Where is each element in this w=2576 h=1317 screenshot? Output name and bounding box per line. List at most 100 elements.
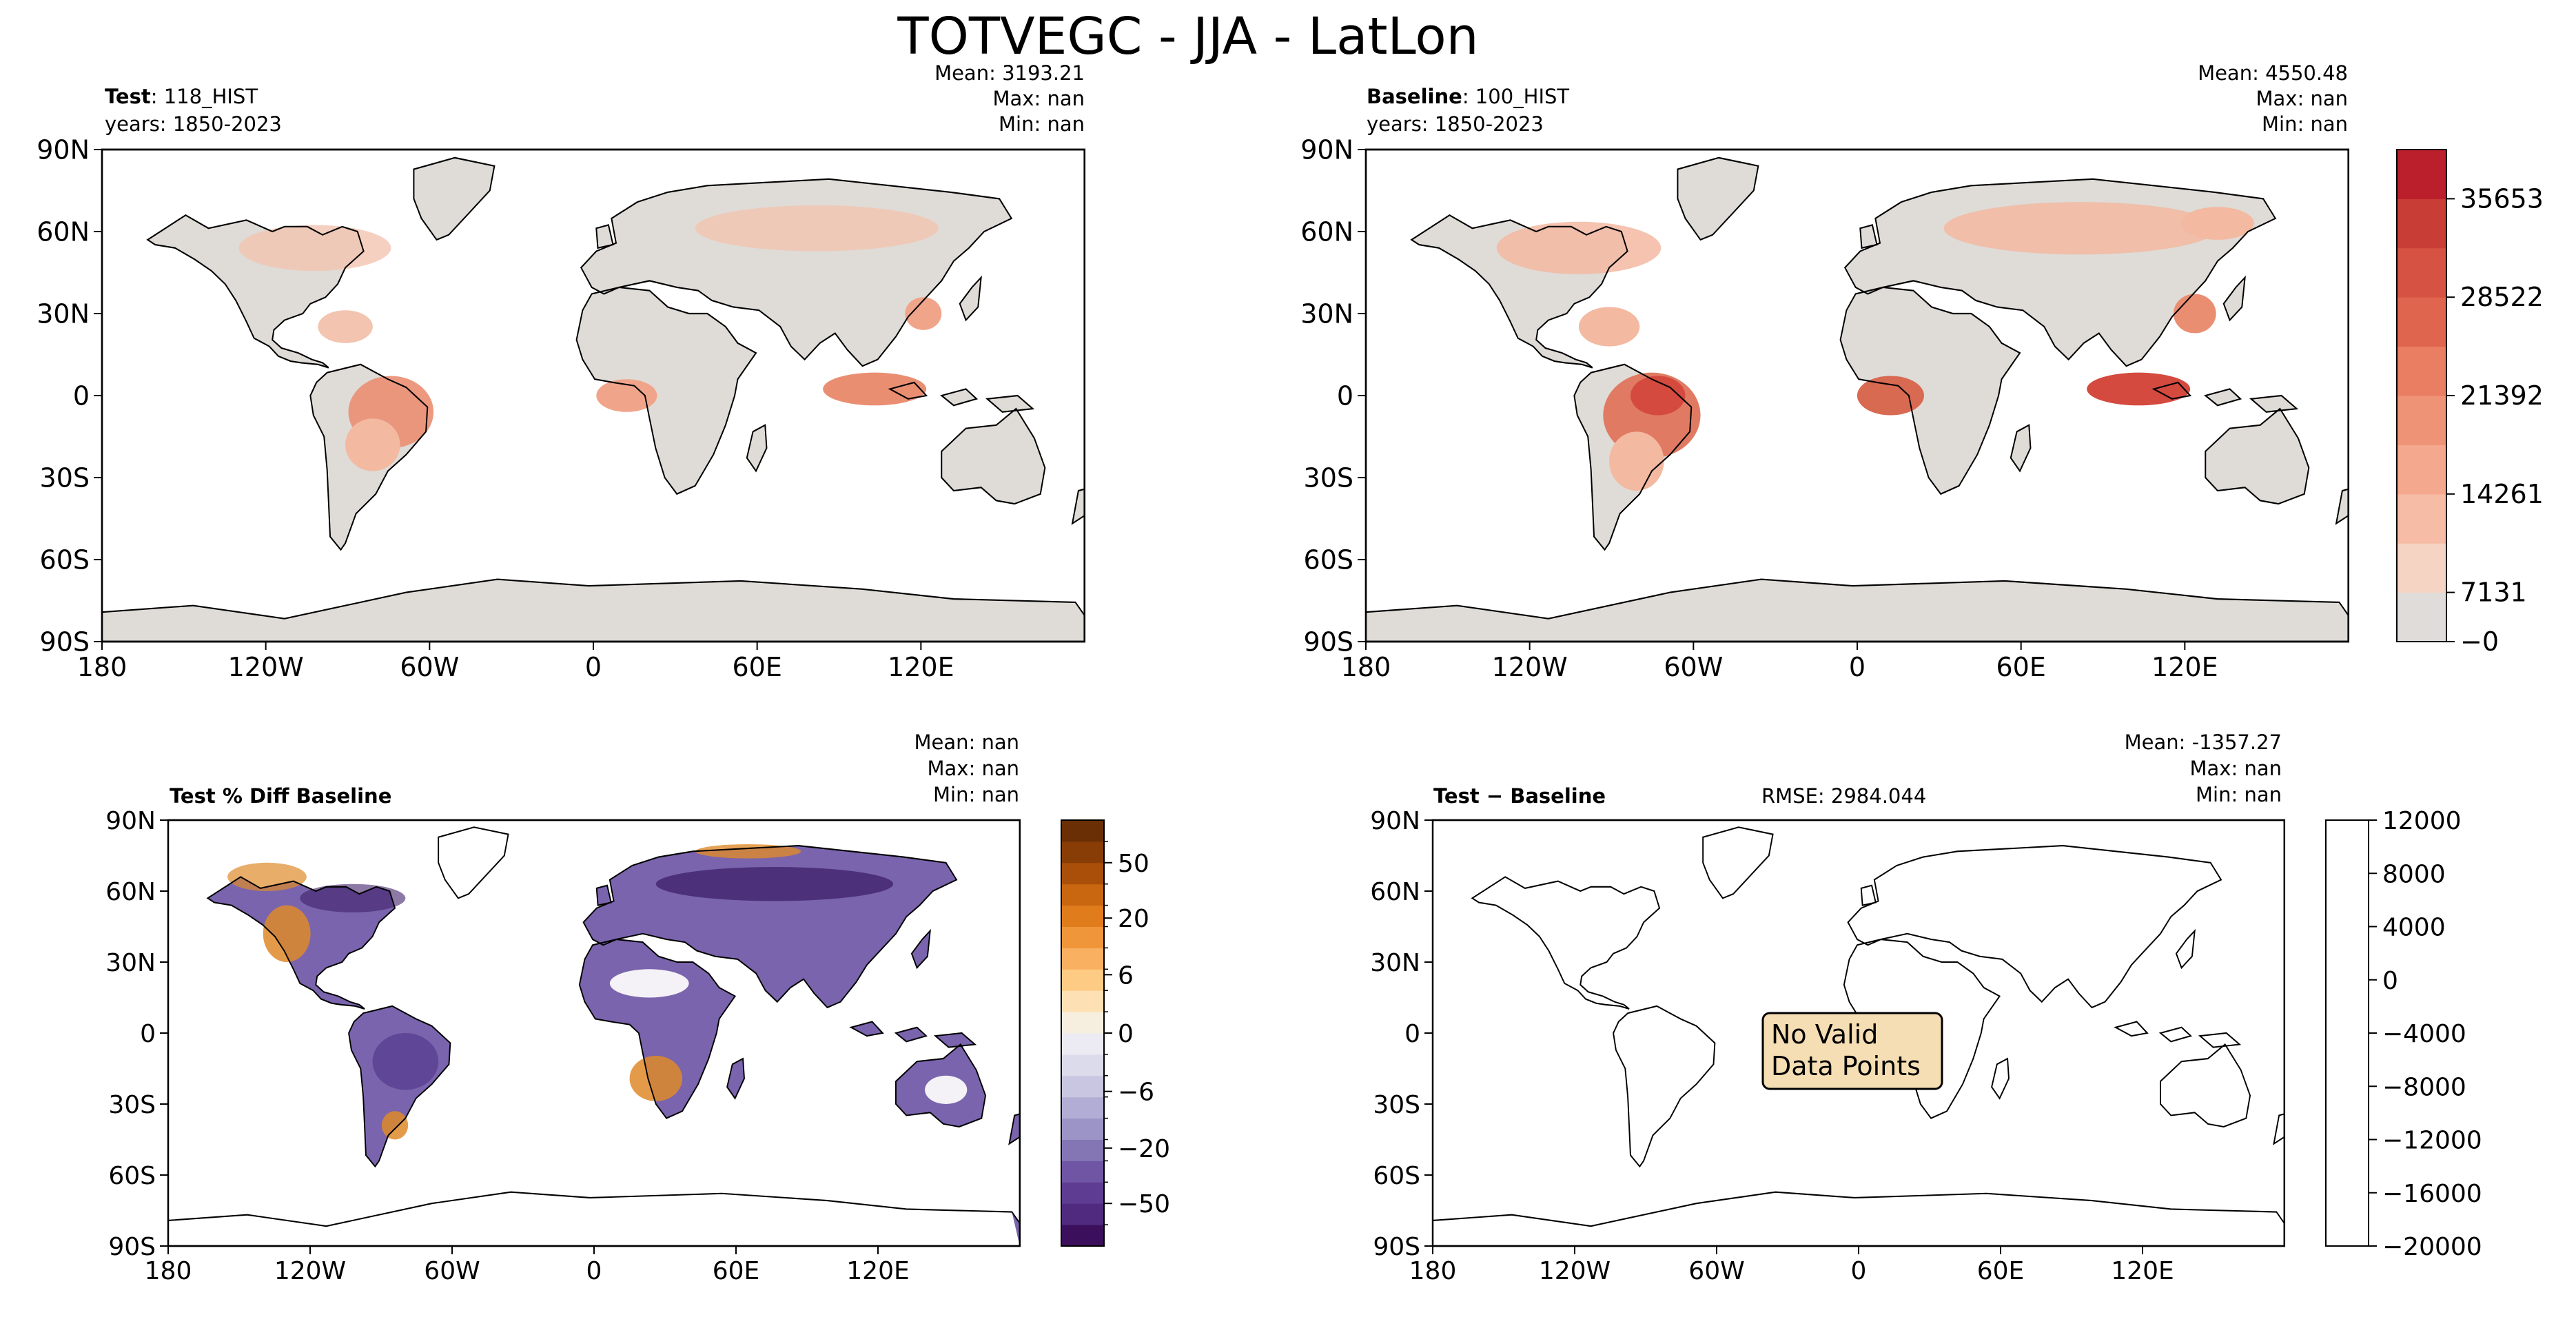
lon-tick-label: 0 [585, 652, 602, 682]
colorbar-abs-segment [2397, 396, 2446, 445]
lon-tick-label: 120E [2151, 652, 2218, 682]
lat-tick-label: 60S [40, 545, 90, 575]
baseline-min: Min: nan [2262, 112, 2348, 136]
colorbar-diff-frame [2325, 819, 2369, 1247]
panel-baseline [1364, 148, 2350, 643]
colorbar-abs-segment [2397, 445, 2446, 495]
lon-tick-label: 0 [1851, 1257, 1867, 1285]
lat-tick-label: 30S [108, 1091, 156, 1119]
diff-label: Test − Baseline [1433, 784, 1606, 808]
colorbar-pct-segment [1061, 1118, 1104, 1140]
lat-tick-label: 60S [1373, 1162, 1420, 1190]
lon-tick-label: 180 [145, 1257, 192, 1285]
baseline-case: : 100_HIST [1462, 85, 1570, 108]
colorbar-pct-label: −6 [1118, 1079, 1154, 1107]
lat-tick-label: 30S [1304, 463, 1353, 493]
colorbar-pct-segment [1061, 1012, 1104, 1034]
lat-tick-label: 90N [37, 135, 90, 165]
lat-tick-label: 0 [73, 381, 90, 411]
test-min: Min: nan [999, 112, 1085, 136]
lon-tick-label: 60E [1996, 652, 2045, 682]
no-data-line2: Data Points [1771, 1051, 1921, 1081]
pctdiff-header: Test % Diff Baseline Mean: nan Max: nan … [170, 731, 1019, 808]
colorbar-pct-segment [1061, 990, 1104, 1012]
lon-tick-label: 60W [1664, 652, 1723, 682]
lon-tick-label: 60E [732, 652, 781, 682]
diff-rmse: RMSE: 2984.044 [1761, 784, 1926, 808]
lon-tick-label: 60W [424, 1257, 480, 1285]
colorbar-pct-label: −50 [1118, 1190, 1170, 1218]
test-case: : 118_HIST [151, 85, 258, 108]
colorbar-pct-segment [1061, 820, 1104, 842]
lon-tick-label: 120W [1492, 652, 1568, 682]
pctdiff-mean: Mean: nan [914, 731, 1019, 754]
lon-tick-label: 0 [586, 1257, 602, 1285]
colorbar-abs-segment [2397, 346, 2446, 396]
colorbar-pct-segment [1061, 1161, 1104, 1183]
colorbar-pct-segment [1061, 948, 1104, 970]
colorbar-abs-segment [2397, 297, 2446, 347]
colorbars: 35653 28522 21392 14261 7131 −0 50 20 6 0 −6 −20 −50… [1061, 149, 2544, 1261]
colorbar-abs-segment [2397, 247, 2446, 298]
colorbar-pct-segment [1061, 841, 1104, 864]
colorbar-pct-segment [1061, 1096, 1104, 1119]
colorbar-pct-segment [1061, 1075, 1104, 1098]
colorbar-pct-segment [1061, 884, 1104, 906]
lon-tick-label: 60W [1688, 1257, 1744, 1285]
colorbar-abs-label: 35653 [2460, 183, 2544, 214]
baseline-header: Baseline: 100_HIST years: 1850-2023 Mean… [1367, 61, 2348, 136]
lat-tick-label: 30S [1373, 1091, 1420, 1119]
lat-tick-label: 30N [1370, 949, 1420, 977]
colorbar-pct-segment [1061, 1054, 1104, 1076]
colorbar-pct-label: 20 [1118, 905, 1149, 933]
baseline-max: Max: nan [2256, 87, 2348, 110]
panel-test [101, 148, 1086, 643]
colorbar-abs-segment [2397, 150, 2446, 199]
lat-tick-label: 30N [105, 949, 156, 977]
colorbar-pct-segment [1061, 1033, 1104, 1055]
pctdiff-label: Test % Diff Baseline [170, 784, 391, 808]
colorbar-pct-label: −20 [1118, 1135, 1170, 1163]
lon-tick-label: 180 [1341, 652, 1391, 682]
lon-tick-label: 60W [400, 652, 459, 682]
panel-percent-diff [167, 819, 1021, 1247]
diff-max: Max: nan [2190, 757, 2282, 780]
lon-tick-label: 120W [228, 652, 304, 682]
lat-tick-label: 60N [1370, 878, 1420, 906]
colorbar-abs-label: 7131 [2460, 578, 2527, 608]
lat-tick-label: 30N [1300, 299, 1353, 329]
colorbar-abs-segment [2397, 543, 2446, 593]
lat-tick-label: 60S [108, 1162, 156, 1190]
lat-tick-label: 30S [40, 463, 90, 493]
colorbar-diff-label: −12000 [2382, 1127, 2482, 1155]
lat-tick-label: 90N [1300, 135, 1353, 165]
colorbar-pct-segment [1061, 926, 1104, 948]
colorbar-pct-segment [1061, 862, 1104, 885]
colorbar-abs-label: −0 [2460, 626, 2499, 657]
colorbar-diff-label: 8000 [2382, 860, 2446, 888]
colorbar-pct-segment [1061, 1203, 1104, 1225]
lat-tick-label: 90S [40, 627, 90, 657]
percent-diff-field [168, 827, 1020, 1246]
colorbar-diff-label: −8000 [2382, 1073, 2466, 1101]
lat-tick-label: 0 [1404, 1020, 1420, 1048]
lat-tick-label: 90N [1370, 807, 1420, 835]
lon-tick-label: 60E [1977, 1257, 2025, 1285]
lon-tick-label: 120W [1539, 1257, 1611, 1285]
colorbar-pct-label: 6 [1118, 961, 1134, 990]
lon-tick-label: 120E [2111, 1257, 2174, 1285]
lon-tick-label: 120E [846, 1257, 909, 1285]
lat-tick-label: 60N [105, 878, 156, 906]
lat-tick-label: 30N [37, 299, 90, 329]
colorbar-pct-segment [1061, 969, 1104, 991]
lon-tick-label: 120W [274, 1257, 346, 1285]
no-valid-data-box: No Valid Data Points [1761, 1012, 1943, 1090]
colorbar-pct-label: 50 [1118, 850, 1149, 878]
colorbar-abs-label: 21392 [2460, 380, 2544, 411]
lat-tick-label: 0 [140, 1020, 156, 1048]
lat-tick-label: 90S [1304, 627, 1353, 657]
test-header: Test: 118_HIST years: 1850-2023 Mean: 31… [105, 61, 1085, 136]
colorbar-pct-segment [1061, 1182, 1104, 1204]
lat-tick-label: 0 [1337, 381, 1353, 411]
baseline-years: years: 1850-2023 [1367, 112, 1544, 136]
